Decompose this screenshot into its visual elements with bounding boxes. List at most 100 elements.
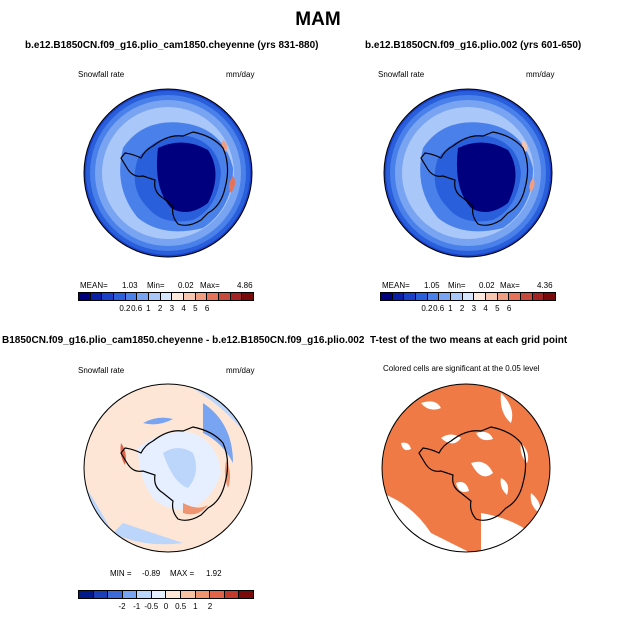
min-label: MIN = [110, 569, 132, 578]
mean-value: 1.03 [122, 281, 138, 290]
colorbar-swatch [210, 591, 225, 598]
colorbar [380, 292, 556, 301]
colorbar-tick-label: 0.2 [421, 304, 433, 313]
panel-title: T-test of the two means at each grid poi… [370, 335, 568, 346]
colorbar-swatch [462, 293, 475, 300]
colorbar-swatch [242, 293, 254, 300]
colorbar-tick-label: 2 [459, 304, 465, 313]
colorbar-swatch [392, 293, 405, 300]
colorbar-tick-label: -0.5 [144, 602, 159, 611]
colorbar-swatch [416, 293, 428, 300]
colorbar-swatch [79, 591, 94, 598]
panel-title: b.e12.B1850CN.f09_g16.plio.002 (yrs 601-… [365, 40, 582, 51]
significance-map [381, 383, 551, 553]
colorbar-swatch [151, 591, 167, 598]
colorbar-swatch [125, 293, 138, 300]
colorbar-swatch [521, 293, 533, 300]
colorbar-swatch [474, 293, 487, 300]
colorbar-swatch [108, 591, 123, 598]
colorbar-swatch [230, 293, 243, 300]
panel-title: B1850CN.f09_g16.plio_cam1850.cheyenne - … [2, 335, 365, 346]
colorbar-swatch [184, 293, 196, 300]
colorbar-swatch [427, 293, 440, 300]
colorbar-swatch [160, 293, 173, 300]
panel-title: b.e12.B1850CN.f09_g16.plio_cam1850.cheye… [25, 40, 319, 51]
min-value: 0.02 [178, 281, 194, 290]
mean-label: MEAN= [382, 281, 410, 290]
colorbar [78, 590, 254, 599]
colorbar-swatch [381, 293, 393, 300]
snowfall-map [383, 88, 553, 258]
colorbar-ticks: -2 -1 -0.5 0 0.5 1 2 [78, 602, 254, 612]
colorbar-tick-label: 1 [146, 304, 151, 313]
colorbar-tick-label: 2 [207, 602, 213, 611]
colorbar-swatch [544, 293, 556, 300]
colorbar-swatch [137, 591, 152, 598]
max-value: 4.86 [237, 281, 253, 290]
max-label: Max= [500, 281, 520, 290]
max-label: MAX = [170, 569, 195, 578]
colorbar-swatch [166, 591, 182, 598]
colorbar-swatch [102, 293, 115, 300]
units-label: mm/day [526, 70, 555, 79]
antarctica-coastline [120, 131, 229, 226]
snowfall-map [83, 88, 253, 258]
difference-map [83, 383, 253, 553]
panel-subtitle: Colored cells are significant at the 0.0… [383, 364, 540, 373]
colorbar-swatch [207, 293, 220, 300]
colorbar-swatch [195, 591, 211, 598]
colorbar-tick-label: 1 [193, 602, 198, 611]
variable-label: Snowfall rate [78, 70, 125, 79]
colorbar-swatch [172, 293, 185, 300]
colorbar-swatch [404, 293, 417, 300]
colorbar-swatch [219, 293, 231, 300]
min-value: -0.89 [142, 569, 161, 578]
colorbar-tick-label: 6 [506, 304, 512, 313]
colorbar-tick-label: 4 [483, 304, 488, 313]
colorbar-swatch [532, 293, 545, 300]
antarctica-coastline [420, 131, 529, 226]
max-label: Max= [200, 281, 220, 290]
colorbar-tick-label: 5 [193, 304, 198, 313]
colorbar-swatch [149, 293, 161, 300]
colorbar-tick-label: -1 [133, 602, 141, 611]
colorbar-tick-label: 3 [471, 304, 477, 313]
colorbar-swatch [451, 293, 463, 300]
colorbar-swatch [137, 293, 150, 300]
min-label: Min= [448, 281, 466, 290]
colorbar-tick-label: 4 [181, 304, 186, 313]
max-value: 1.92 [206, 569, 222, 578]
colorbar-tick-label: 0.5 [175, 602, 187, 611]
colorbar-tick-label: 1 [448, 304, 453, 313]
max-value: 4.36 [537, 281, 553, 290]
colorbar-tick-label: 5 [495, 304, 500, 313]
colorbar-swatch [486, 293, 498, 300]
colorbar-swatch [79, 293, 91, 300]
variable-label: Snowfall rate [378, 70, 425, 79]
colorbar-swatch [122, 591, 138, 598]
colorbar-swatch [239, 591, 253, 598]
colorbar-swatch [497, 293, 510, 300]
colorbar-tick-label: 6 [204, 304, 210, 313]
mean-value: 1.05 [424, 281, 440, 290]
colorbar-tick-label: 2 [157, 304, 163, 313]
colorbar-ticks: 0.2 0.6 1 2 3 4 5 6 [380, 304, 556, 314]
colorbar-swatch [93, 591, 109, 598]
figure-title: MAM [295, 9, 341, 30]
colorbar-tick-label: -2 [118, 602, 126, 611]
colorbar-tick-label: 0.2 [119, 304, 131, 313]
colorbar-swatch [181, 591, 196, 598]
colorbar-tick-label: 3 [169, 304, 175, 313]
colorbar-swatch [195, 293, 208, 300]
colorbar-swatch [224, 591, 240, 598]
colorbar [78, 292, 254, 301]
colorbar-tick-label: 0.6 [131, 304, 143, 313]
units-label: mm/day [226, 70, 255, 79]
colorbar-ticks: 0.2 0.6 1 2 3 4 5 6 [78, 304, 254, 314]
min-label: Min= [147, 281, 165, 290]
colorbar-tick-label: 0 [163, 602, 169, 611]
colorbar-swatch [439, 293, 452, 300]
units-label: mm/day [226, 366, 255, 375]
colorbar-tick-label: 0.6 [433, 304, 445, 313]
colorbar-swatch [509, 293, 522, 300]
